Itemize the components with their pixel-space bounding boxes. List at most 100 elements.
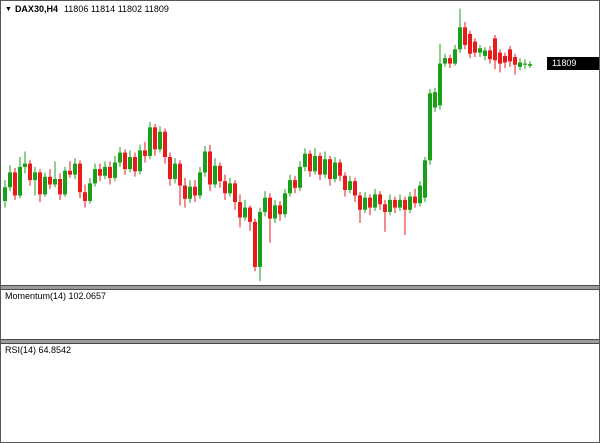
candle-body bbox=[218, 165, 222, 182]
candle-body bbox=[178, 163, 182, 186]
candle-body bbox=[248, 207, 252, 222]
symbol-name: DAX30,H4 bbox=[14, 4, 58, 14]
candle-body bbox=[293, 180, 297, 188]
candle-body bbox=[308, 153, 312, 172]
candle-body bbox=[148, 127, 152, 156]
candle-body bbox=[103, 166, 107, 176]
candle-body bbox=[53, 178, 57, 185]
candle-body bbox=[363, 197, 367, 210]
rsi-panel-title: RSI(14) 64.8542 bbox=[5, 345, 72, 355]
candle-body bbox=[118, 152, 122, 163]
candle-body bbox=[428, 93, 432, 161]
candle-body bbox=[58, 178, 62, 195]
candle-body bbox=[403, 199, 407, 210]
symbol-dropdown-icon[interactable]: ▼ bbox=[5, 6, 12, 13]
candle-body bbox=[338, 162, 342, 176]
candle-body bbox=[328, 159, 332, 179]
candle-body bbox=[108, 166, 112, 178]
candle-body bbox=[518, 62, 522, 67]
candle-body bbox=[313, 155, 317, 172]
candle-body bbox=[278, 205, 282, 215]
candle-body bbox=[263, 197, 267, 212]
candle-body bbox=[238, 202, 242, 218]
candle-body bbox=[318, 155, 322, 175]
panel-separator[interactable] bbox=[1, 285, 599, 290]
candle-body bbox=[28, 163, 32, 181]
candle-body bbox=[303, 153, 307, 167]
candle-body bbox=[433, 92, 437, 108]
candle-body bbox=[488, 50, 492, 60]
candle-body bbox=[493, 38, 497, 61]
candle-body bbox=[183, 185, 187, 199]
candle-body bbox=[258, 211, 262, 267]
candle-body bbox=[233, 183, 237, 203]
candle-body bbox=[348, 181, 352, 190]
candle-body bbox=[388, 199, 392, 212]
candle-body bbox=[523, 63, 527, 65]
candle-body bbox=[68, 170, 72, 175]
momentum-panel-title: Momentum(14) 102.0657 bbox=[5, 291, 107, 301]
candle-body bbox=[153, 127, 157, 150]
candle-body bbox=[383, 204, 387, 212]
candle-body bbox=[83, 192, 87, 201]
candle-body bbox=[268, 197, 272, 219]
candle-body bbox=[123, 152, 127, 170]
candle-body bbox=[498, 52, 502, 64]
candle-body bbox=[378, 194, 382, 205]
candle-body bbox=[133, 157, 137, 172]
candle-body bbox=[463, 27, 467, 45]
candle-body bbox=[13, 172, 17, 196]
candle-body bbox=[443, 58, 447, 64]
candle-body bbox=[48, 176, 52, 185]
candle-body bbox=[168, 157, 172, 179]
candle-body bbox=[253, 221, 257, 267]
candle-body bbox=[113, 162, 117, 178]
candle-body bbox=[358, 195, 362, 210]
candle-body bbox=[373, 194, 377, 208]
candle-body bbox=[188, 186, 192, 199]
candle-body bbox=[33, 172, 37, 181]
candle-body bbox=[503, 55, 507, 63]
panel-separator[interactable] bbox=[1, 339, 599, 344]
candle-body bbox=[288, 180, 292, 194]
candle-body bbox=[158, 131, 162, 150]
candle-body bbox=[298, 166, 302, 188]
candle-body bbox=[353, 181, 357, 196]
candle-body bbox=[138, 150, 142, 172]
candle-body bbox=[193, 186, 197, 196]
candle-body bbox=[478, 48, 482, 53]
candle-body bbox=[63, 170, 67, 195]
candle-body bbox=[163, 131, 167, 158]
candle-body bbox=[228, 183, 232, 194]
candle-body bbox=[93, 169, 97, 184]
candle-body bbox=[343, 175, 347, 190]
candle-body bbox=[438, 63, 442, 106]
candle-body bbox=[18, 166, 22, 196]
candle-body bbox=[418, 185, 422, 204]
candle-body bbox=[208, 151, 212, 185]
candle-body bbox=[413, 196, 417, 204]
candle-body bbox=[513, 57, 517, 65]
candle-body bbox=[423, 160, 427, 198]
candle-body bbox=[508, 49, 512, 62]
candle-body bbox=[273, 205, 277, 219]
candle-body bbox=[128, 157, 132, 170]
candle-body bbox=[23, 163, 27, 167]
candle-body bbox=[408, 196, 412, 210]
candle-body bbox=[223, 181, 227, 194]
candle-body bbox=[173, 163, 177, 179]
candle-body bbox=[43, 176, 47, 195]
candle-body bbox=[398, 199, 402, 208]
candle-body bbox=[243, 207, 247, 218]
candle-body bbox=[468, 33, 472, 54]
candle-body bbox=[213, 165, 217, 185]
symbol-header: ▼ DAX30,H4 11806 11814 11802 11809 bbox=[5, 4, 169, 14]
candle-body bbox=[198, 172, 202, 196]
candle-body bbox=[38, 172, 42, 195]
candle-body bbox=[88, 183, 92, 201]
candle-body bbox=[333, 162, 337, 179]
current-price-tag: 11809 bbox=[547, 57, 599, 70]
candle-body bbox=[73, 163, 77, 175]
